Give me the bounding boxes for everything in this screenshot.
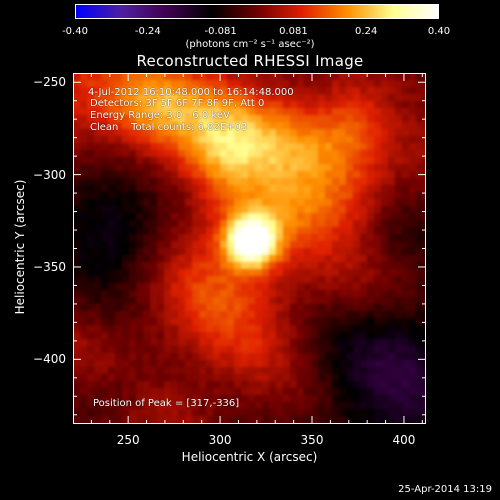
colorbar-tick-label: 0.081 <box>279 26 308 37</box>
heatmap-image <box>73 73 426 424</box>
colorbar-tick-label: 0.40 <box>427 26 451 37</box>
colorbar-tick-label: -0.24 <box>134 26 161 37</box>
x-axis-label: Heliocentric X (arcsec) <box>181 450 318 464</box>
y-tick-label: −300 <box>33 167 66 182</box>
y-tick-label: −250 <box>33 75 66 90</box>
x-tick-label: 250 <box>116 433 140 447</box>
chart-title: Reconstructed RHESSI Image <box>136 52 364 70</box>
colorbar-tick-label: 0.24 <box>355 26 378 37</box>
x-tick-label: 400 <box>392 433 416 447</box>
colorbar <box>75 4 439 19</box>
x-tick-label: 350 <box>300 433 324 447</box>
annotation-time: 4-Jul-2012 16:10:48.000 to 16:14:48.000 <box>88 87 294 98</box>
x-tick-label: 300 <box>208 433 232 447</box>
footer-date: 25-Apr-2014 13:19 <box>398 484 492 495</box>
y-axis-label: Heliocentric Y (arcsec) <box>13 179 27 315</box>
colorbar-tick-label: -0.081 <box>204 26 237 37</box>
annotation-energy: Energy Range: 3.0 - 6.0 keV <box>90 110 230 121</box>
annotation-clean: Clean Total counts: 6.82E+03 <box>90 122 248 133</box>
annotation-detectors: Detectors: 3F 5F 6F 7F 8F 9F, Att 0 <box>90 98 265 109</box>
colorbar-unit: (photons cm⁻² s⁻¹ asec⁻²) <box>185 39 315 50</box>
colorbar-tick-label: -0.40 <box>62 26 88 37</box>
y-tick-label: −400 <box>33 352 66 367</box>
y-tick-label: −350 <box>33 259 66 274</box>
annotation-peak: Position of Peak = [317,-336] <box>93 398 240 409</box>
plot-area: 4-Jul-2012 16:10:48.000 to 16:14:48.000 … <box>73 73 426 424</box>
